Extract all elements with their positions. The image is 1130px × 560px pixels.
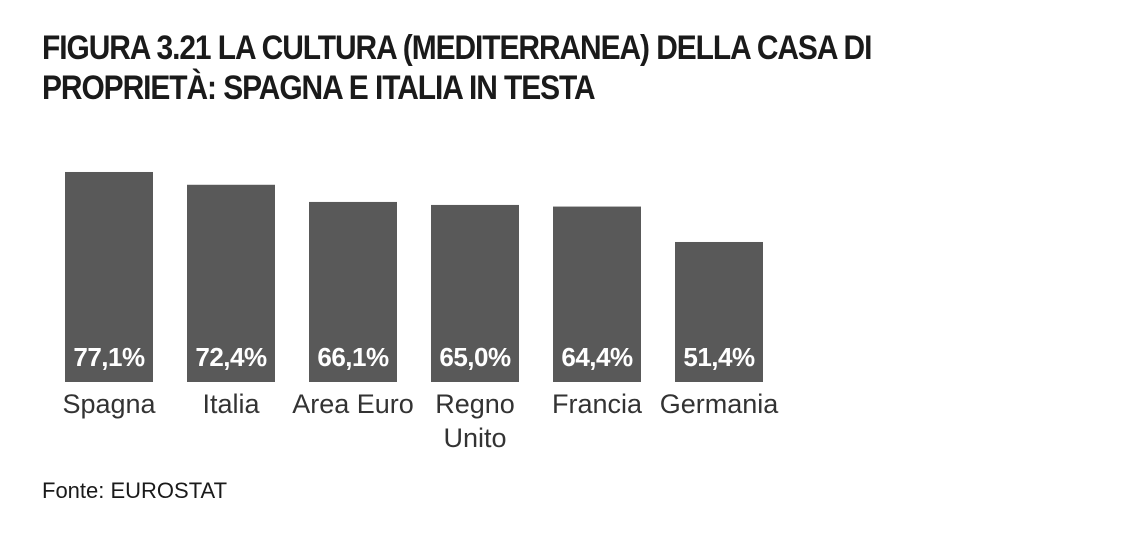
- category-label: Germania: [660, 389, 780, 419]
- bar-spagna: [65, 171, 153, 382]
- bar-italia: [187, 184, 275, 382]
- category-label: Regno Unito: [435, 389, 515, 453]
- value-label: 51,4%: [683, 342, 755, 372]
- value-label: 77,1%: [73, 342, 145, 372]
- value-label: 66,1%: [317, 342, 389, 372]
- category-label: Spagna: [62, 389, 156, 419]
- category-label: Area Euro: [292, 389, 414, 419]
- bar-area-euro: [309, 201, 397, 382]
- bar-francia: [553, 206, 641, 382]
- value-label: 64,4%: [561, 342, 633, 372]
- value-label: 72,4%: [195, 342, 267, 372]
- value-label: 65,0%: [439, 342, 511, 372]
- category-label: Francia: [552, 389, 643, 419]
- chart-title: FIGURA 3.21 LA CULTURA (MEDITERRANEA) DE…: [42, 29, 872, 107]
- bar-regno-unito: [431, 204, 519, 382]
- bar-germania: [675, 241, 763, 382]
- source-note: Fonte: EUROSTAT: [42, 478, 228, 503]
- category-label: Italia: [202, 389, 260, 419]
